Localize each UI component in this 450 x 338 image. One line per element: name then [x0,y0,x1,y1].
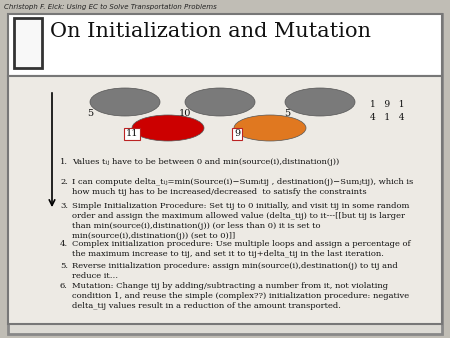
Ellipse shape [132,115,204,141]
FancyBboxPatch shape [14,18,42,68]
Text: Values tᵢⱼ have to be between 0 and min(source(i),distination(j)): Values tᵢⱼ have to be between 0 and min(… [72,158,339,166]
Text: 5: 5 [284,110,290,119]
FancyBboxPatch shape [8,14,442,76]
Text: 6.: 6. [60,282,68,290]
Text: Simple Initialization Procedure: Set tij to 0 initially, and visit tij in some r: Simple Initialization Procedure: Set tij… [72,202,410,240]
Text: 9: 9 [234,129,240,139]
Ellipse shape [285,88,355,116]
Text: 4.: 4. [60,240,68,248]
Text: 5: 5 [87,110,93,119]
FancyBboxPatch shape [8,14,442,334]
Text: 3.: 3. [60,202,68,210]
Text: 2.: 2. [60,178,68,186]
Ellipse shape [185,88,255,116]
Text: 10: 10 [179,110,191,119]
Text: 1.: 1. [60,158,68,166]
Text: I can compute delta_tᵢⱼ=min(Source(i)−Sumᵢtij , destination(j)−Sumⱼtij), which i: I can compute delta_tᵢⱼ=min(Source(i)−Su… [72,178,413,196]
Ellipse shape [90,88,160,116]
Text: 11: 11 [126,129,138,139]
Text: 1   9   1
4   1   4: 1 9 1 4 1 4 [370,100,405,121]
FancyBboxPatch shape [8,76,442,324]
Text: Christoph F. Eick: Using EC to Solve Transportation Problems: Christoph F. Eick: Using EC to Solve Tra… [4,4,217,10]
Text: Reverse initialization procedure: assign min(source(i),destination(j) to tij and: Reverse initialization procedure: assign… [72,262,398,280]
Text: Mutation: Change tij by adding/subtracting a number from it, not violating
condi: Mutation: Change tij by adding/subtracti… [72,282,409,310]
Text: On Initialization and Mutation: On Initialization and Mutation [50,22,371,41]
Text: Complex initialization procedure: Use multiple loops and assign a percentage of
: Complex initialization procedure: Use mu… [72,240,410,258]
Ellipse shape [234,115,306,141]
Text: 5.: 5. [60,262,68,270]
